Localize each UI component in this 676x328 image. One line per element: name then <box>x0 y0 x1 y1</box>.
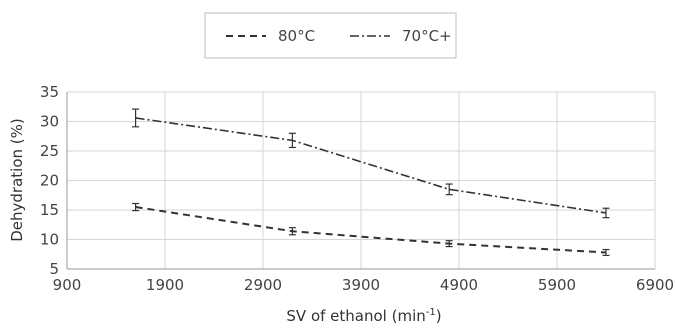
legend-label-70c: 70°C+ <box>402 27 452 45</box>
y-tick-label-5: 5 <box>49 260 59 278</box>
x-tick-label-2900: 2900 <box>244 276 282 294</box>
x-tick-label-4900: 4900 <box>440 276 478 294</box>
error-bar-80c-3 <box>602 248 610 257</box>
error-bar-80c-0 <box>132 202 140 212</box>
y-tick-label-25: 25 <box>40 142 59 160</box>
legend-box <box>204 12 457 59</box>
series <box>132 108 610 257</box>
y-tick-label-15: 15 <box>40 201 59 219</box>
error-bar-80c-2 <box>445 240 453 248</box>
x-tick-label-6900: 6900 <box>636 276 674 294</box>
axes: 900 1900 2900 3900 4900 5900 6900 5 10 15 20 25 30 35 <box>40 83 674 294</box>
x-axis-title-close: ) <box>436 307 442 325</box>
x-tick-label-900: 900 <box>53 276 82 294</box>
x-tick-label-5900: 5900 <box>538 276 576 294</box>
error-bar-70c-1 <box>288 132 296 149</box>
x-axis-title: SV of ethanol (min-1) <box>286 307 441 325</box>
x-axis-title-main: SV of ethanol (min <box>286 307 425 325</box>
y-tick-label-20: 20 <box>40 172 59 190</box>
x-tick-label-1900: 1900 <box>146 276 184 294</box>
y-tick-label-35: 35 <box>40 83 59 101</box>
error-bar-70c-0 <box>132 108 140 128</box>
y-tick-label-10: 10 <box>40 231 59 249</box>
gridlines <box>66 91 656 270</box>
series-line-80c <box>135 206 607 254</box>
series-line-70c <box>135 117 607 214</box>
error-bar-70c-3 <box>602 207 610 219</box>
x-axis-title-sup: -1 <box>426 307 436 318</box>
y-axis-title: Dehydration (%) <box>8 118 26 242</box>
legend: 80°C 70°C+ <box>204 12 457 59</box>
y-tick-label-30: 30 <box>40 113 59 131</box>
error-bar-70c-2 <box>445 183 453 196</box>
x-tick-label-3900: 3900 <box>342 276 380 294</box>
error-bar-80c-1 <box>288 227 296 236</box>
legend-label-80c: 80°C <box>278 27 315 45</box>
